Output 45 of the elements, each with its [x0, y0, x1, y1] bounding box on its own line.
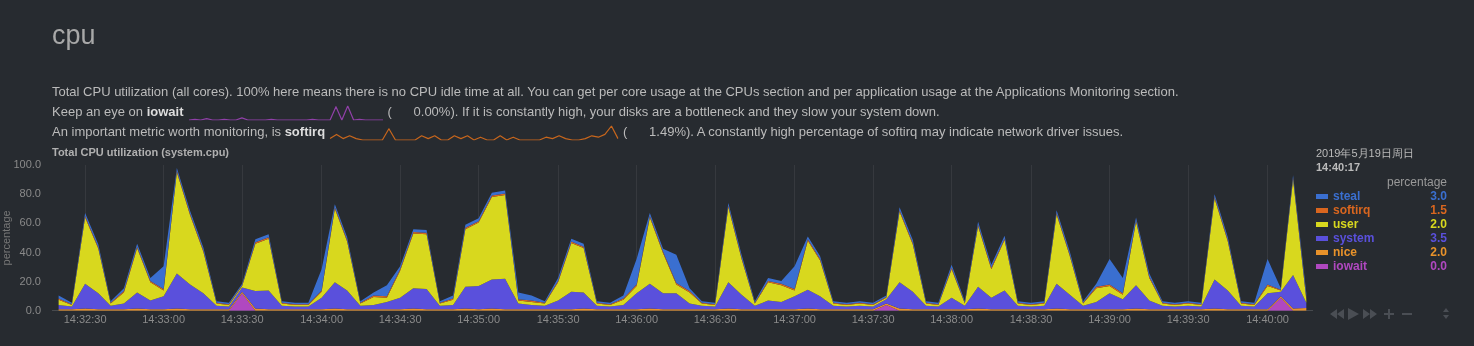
text: ( 1.49%). A constantly high percentage of softirq may indicate network driver issues.: [623, 124, 1124, 139]
text: 3.0: [1430, 189, 1447, 203]
text: 14:40:17: [1316, 160, 1362, 174]
text: 0.0: [1430, 259, 1447, 273]
text: Total CPU utilization (all cores). 100% here means there is no CPU idle time at all. You can get per core usage at the CPUs section and per application usage at the Applications Monitoring section.: [52, 83, 1179, 101]
text: An important metric worth monitoring, is softirq: [52, 124, 326, 139]
x-tick-label: 14:37:00: [773, 313, 816, 326]
x-tick-label: 14:39:00: [1088, 313, 1131, 326]
y-tick-label: 60.0: [19, 216, 41, 229]
text: ( 0.00%). If it is constantly high, your disks are a bottleneck and they slow your system down.: [387, 104, 940, 119]
text: 2.0: [1430, 217, 1447, 231]
x-tick-label: 14:32:30: [63, 313, 107, 326]
x-tick-label: 14:40:00: [1246, 313, 1289, 326]
text: 2.0: [1430, 245, 1447, 259]
x-tick-label: 14:34:30: [378, 313, 422, 326]
x-tick-label: 14:33:30: [220, 313, 264, 326]
text: 1.5: [1430, 203, 1447, 217]
x-tick-label: 14:36:30: [693, 313, 737, 326]
x-tick-label: 14:38:30: [1009, 313, 1053, 326]
legend-label: steal: [1333, 189, 1362, 203]
legend-label: user: [1333, 217, 1360, 231]
legend-label: nice: [1333, 245, 1358, 259]
x-tick-label: 14:35:00: [457, 313, 501, 326]
legend-label: system: [1333, 231, 1376, 245]
x-tick-label: 14:34:00: [300, 313, 344, 326]
x-tick-label: 14:36:00: [615, 313, 659, 326]
legend-label: softirq: [1333, 203, 1372, 217]
text: 3.5: [1430, 231, 1447, 245]
y-tick-label: 40.0: [19, 245, 41, 258]
x-tick-label: 14:39:30: [1166, 313, 1210, 326]
x-tick-label: 14:37:30: [851, 313, 895, 326]
y-axis-title: percentage: [0, 210, 12, 266]
text: 2019年5月19日周日: [1316, 146, 1414, 160]
y-tick-label: 80.0: [19, 187, 41, 200]
y-tick-label: 0.0: [25, 303, 41, 316]
text: Keep an eye on iowait: [52, 104, 184, 119]
x-tick-label: 14:38:00: [930, 313, 974, 326]
legend-label: iowait: [1333, 259, 1368, 273]
chart-title: Total CPU utilization (system.cpu): [52, 146, 230, 158]
x-tick-label: 14:33:00: [142, 313, 186, 326]
y-tick-label: 20.0: [19, 274, 41, 287]
legend-title: percentage: [1385, 175, 1447, 189]
text: cpu: [52, 20, 96, 51]
x-tick-label: 14:35:30: [536, 313, 580, 326]
y-tick-label: 100.0: [13, 158, 41, 171]
